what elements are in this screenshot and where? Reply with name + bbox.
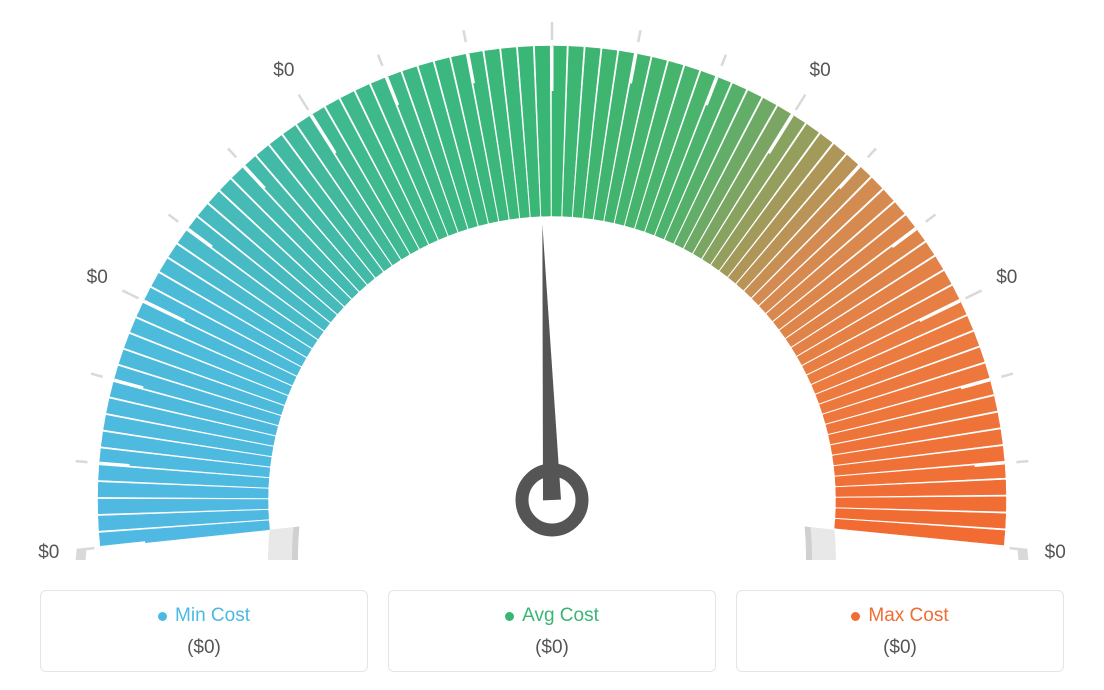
legend-max-label: Max Cost xyxy=(868,605,948,627)
gauge-chart: $0$0$0$0$0$0$0 xyxy=(0,0,1104,560)
gauge-tick-label: $0 xyxy=(38,542,59,564)
gauge-tick-label: $0 xyxy=(1045,542,1066,564)
legend-card-min: Min Cost ($0) xyxy=(40,590,368,672)
dot-icon xyxy=(851,612,860,621)
legend-card-avg: Avg Cost ($0) xyxy=(388,590,716,672)
legend-max-title: Max Cost xyxy=(851,605,948,627)
cost-gauge-container: $0 $0 $0 $0 $0 $0 $0 Min Cost ($0) Avg Cost ($… xyxy=(0,0,1104,690)
legend-min-value: ($0) xyxy=(51,637,357,659)
legend-min-label: Min Cost xyxy=(175,605,250,627)
gauge-tick-label: $0 xyxy=(810,60,831,82)
legend-card-max: Max Cost ($0) xyxy=(736,590,1064,672)
legend-max-value: ($0) xyxy=(747,637,1053,659)
legend-avg-label: Avg Cost xyxy=(522,605,599,627)
legend-row: Min Cost ($0) Avg Cost ($0) Max Cost ($0… xyxy=(40,590,1064,672)
dot-icon xyxy=(158,612,167,621)
gauge-tick-label: $0 xyxy=(541,0,562,5)
gauge-tick-label: $0 xyxy=(87,267,108,289)
legend-avg-value: ($0) xyxy=(399,637,705,659)
legend-min-title: Min Cost xyxy=(158,605,250,627)
gauge-tick-label: $0 xyxy=(996,267,1017,289)
dot-icon xyxy=(505,612,514,621)
gauge-tick-label: $0 xyxy=(273,60,294,82)
legend-avg-title: Avg Cost xyxy=(505,605,599,627)
